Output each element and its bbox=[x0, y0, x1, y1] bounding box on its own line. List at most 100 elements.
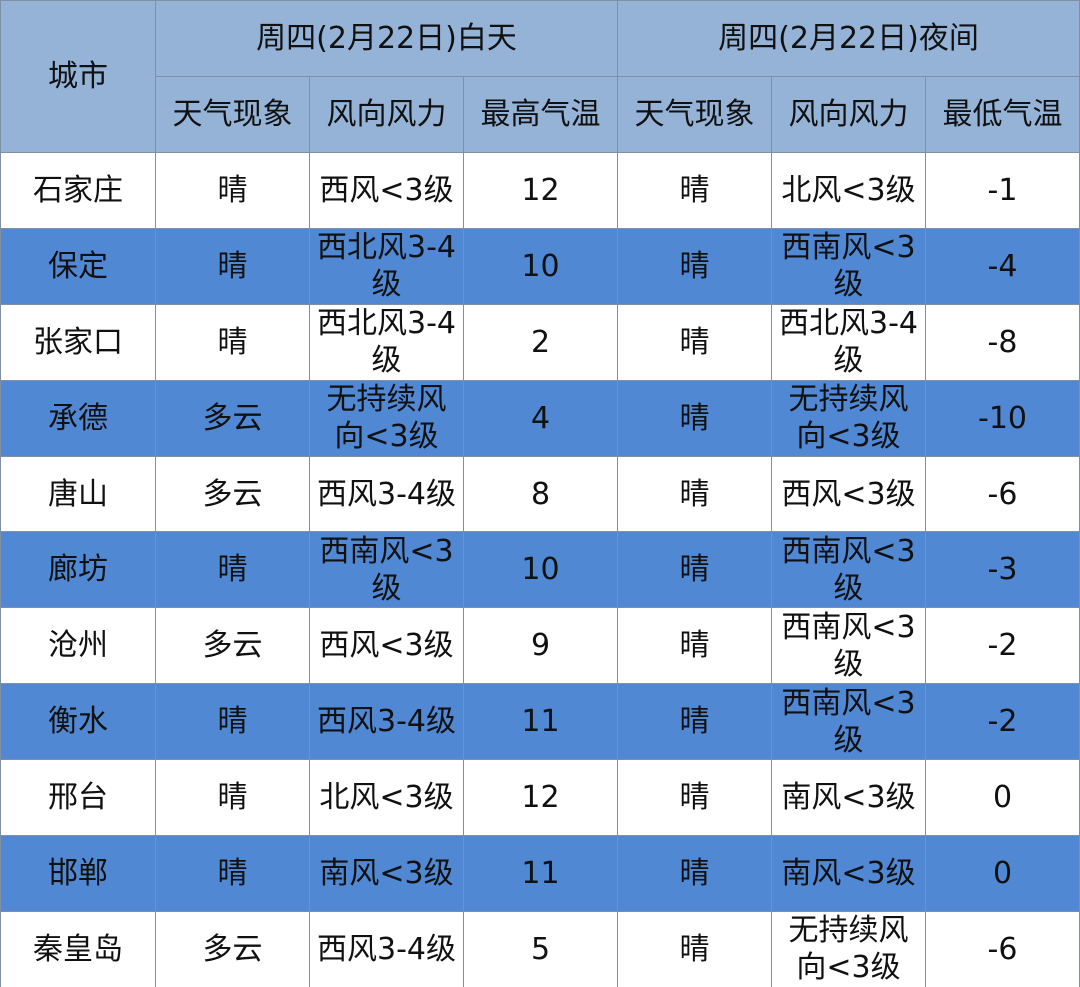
cell: 西南风<3级 bbox=[771, 683, 926, 761]
cell: 西南风<3级 bbox=[771, 227, 926, 305]
cell: 晴 bbox=[155, 531, 310, 609]
header-row: 城市 周四(2月22日)白天 周四(2月22日)夜间 bbox=[0, 0, 1080, 153]
cell: 西北风3-4级 bbox=[309, 227, 464, 305]
cell: 晴 bbox=[617, 227, 772, 305]
cell: 晴 bbox=[617, 152, 772, 229]
cell: 西南风<3级 bbox=[771, 531, 926, 609]
table-row: 廊坊晴西南风<3级 10 晴西南风<3级 -3 bbox=[0, 531, 1080, 609]
cell: 无持续风向<3级 bbox=[771, 379, 926, 457]
cell: 晴 bbox=[617, 303, 772, 381]
cell: 12 bbox=[463, 152, 618, 229]
cell: 5 bbox=[463, 910, 618, 987]
cell: -10 bbox=[925, 379, 1080, 457]
cell: 11 bbox=[463, 683, 618, 761]
column-header: 最低气温 bbox=[925, 76, 1080, 153]
table-row: 保定晴西北风3-4级 10 晴西南风<3级 -4 bbox=[0, 227, 1080, 305]
cell: 多云 bbox=[155, 607, 310, 685]
cell: 晴 bbox=[155, 835, 310, 912]
city-cell: 石家庄 bbox=[0, 152, 156, 229]
cell: 西北风3-4级 bbox=[309, 303, 464, 381]
cell: 南风<3级 bbox=[771, 835, 926, 912]
cell: -3 bbox=[925, 531, 1080, 609]
cell: 晴 bbox=[155, 152, 310, 229]
cell: 11 bbox=[463, 835, 618, 912]
city-cell: 承德 bbox=[0, 379, 156, 457]
cell: 晴 bbox=[617, 607, 772, 685]
cell: 0 bbox=[925, 759, 1080, 837]
table-row: 承德 多云 无持续风向<3级 4 晴无持续风向<3级 -10 bbox=[0, 379, 1080, 457]
cell: 晴 bbox=[155, 759, 310, 837]
cell: 晴 bbox=[617, 910, 772, 987]
column-header: 最高气温 bbox=[463, 76, 618, 153]
city-cell: 张家口 bbox=[0, 303, 156, 381]
cell: 12 bbox=[463, 759, 618, 837]
cell: 无持续风向<3级 bbox=[309, 379, 464, 457]
cell: 南风<3级 bbox=[309, 835, 464, 912]
cell: 晴 bbox=[617, 379, 772, 457]
cell: 8 bbox=[463, 455, 618, 533]
cell: 2 bbox=[463, 303, 618, 381]
cell: 西风<3级 bbox=[309, 607, 464, 685]
table-row: 衡水晴西风3-4级 11 晴西南风<3级 -2 bbox=[0, 683, 1080, 761]
cell: 北风<3级 bbox=[771, 152, 926, 229]
cell: -4 bbox=[925, 227, 1080, 305]
cell: -8 bbox=[925, 303, 1080, 381]
city-header: 城市 bbox=[0, 0, 156, 153]
cell: 西风3-4级 bbox=[309, 683, 464, 761]
column-header: 天气现象 bbox=[617, 76, 772, 153]
city-cell: 沧州 bbox=[0, 607, 156, 685]
table-row: 邯郸晴南风<3级 11 晴南风<3级 0 bbox=[0, 835, 1080, 912]
cell: 10 bbox=[463, 227, 618, 305]
column-header: 风向风力 bbox=[309, 76, 464, 153]
cell: 4 bbox=[463, 379, 618, 457]
cell: 北风<3级 bbox=[309, 759, 464, 837]
subheader-row: 天气现象 风向风力 最高气温 天气现象 风向风力 最低气温 bbox=[1, 76, 1080, 153]
city-cell: 衡水 bbox=[0, 683, 156, 761]
cell: 晴 bbox=[617, 531, 772, 609]
city-cell: 邯郸 bbox=[0, 835, 156, 912]
cell: 西风<3级 bbox=[309, 152, 464, 229]
cell: 西北风3-4级 bbox=[771, 303, 926, 381]
cell: 多云 bbox=[155, 455, 310, 533]
table-row: 石家庄晴西风<3级 12 晴北风<3级 -1 bbox=[0, 152, 1080, 229]
table-row: 邢台晴北风<3级 12 晴南风<3级 0 bbox=[0, 759, 1080, 837]
cell: -6 bbox=[925, 910, 1080, 987]
column-header: 风向风力 bbox=[771, 76, 926, 153]
group-header: 周四(2月22日)夜间 bbox=[617, 0, 1080, 77]
table-row: 唐山 多云 西风3-4级 8 晴西风<3级 -6 bbox=[0, 455, 1080, 533]
city-cell: 邢台 bbox=[0, 759, 156, 837]
cell: 多云 bbox=[155, 910, 310, 987]
cell: 西风3-4级 bbox=[309, 455, 464, 533]
city-cell: 廊坊 bbox=[0, 531, 156, 609]
cell: 晴 bbox=[155, 683, 310, 761]
cell: -6 bbox=[925, 455, 1080, 533]
cell: 多云 bbox=[155, 379, 310, 457]
cell: 南风<3级 bbox=[771, 759, 926, 837]
cell: 西南风<3级 bbox=[309, 531, 464, 609]
cell: 西风<3级 bbox=[771, 455, 926, 533]
cell: 无持续风向<3级 bbox=[771, 910, 926, 987]
cell: 晴 bbox=[617, 455, 772, 533]
cell: 9 bbox=[463, 607, 618, 685]
table-row: 张家口晴西北风3-4级 2 晴西北风3-4级 -8 bbox=[0, 303, 1080, 381]
cell: 晴 bbox=[155, 303, 310, 381]
column-header: 天气现象 bbox=[155, 76, 310, 153]
cell: -2 bbox=[925, 683, 1080, 761]
cell: 晴 bbox=[155, 227, 310, 305]
cell: 西风3-4级 bbox=[309, 910, 464, 987]
table-row: 沧州 多云 西风<3级 9 晴西南风<3级 -2 bbox=[0, 607, 1080, 685]
cell: 西南风<3级 bbox=[771, 607, 926, 685]
table-row: 秦皇岛 多云 西风3-4级 5 晴无持续风向<3级 -6 bbox=[0, 910, 1080, 987]
city-cell: 秦皇岛 bbox=[0, 910, 156, 987]
group-header: 周四(2月22日)白天 bbox=[155, 0, 618, 77]
cell: 10 bbox=[463, 531, 618, 609]
cell: 晴 bbox=[617, 759, 772, 837]
cell: 晴 bbox=[617, 683, 772, 761]
cell: -2 bbox=[925, 607, 1080, 685]
cell: -1 bbox=[925, 152, 1080, 229]
city-cell: 唐山 bbox=[0, 455, 156, 533]
cell: 0 bbox=[925, 835, 1080, 912]
cell: 晴 bbox=[617, 835, 772, 912]
